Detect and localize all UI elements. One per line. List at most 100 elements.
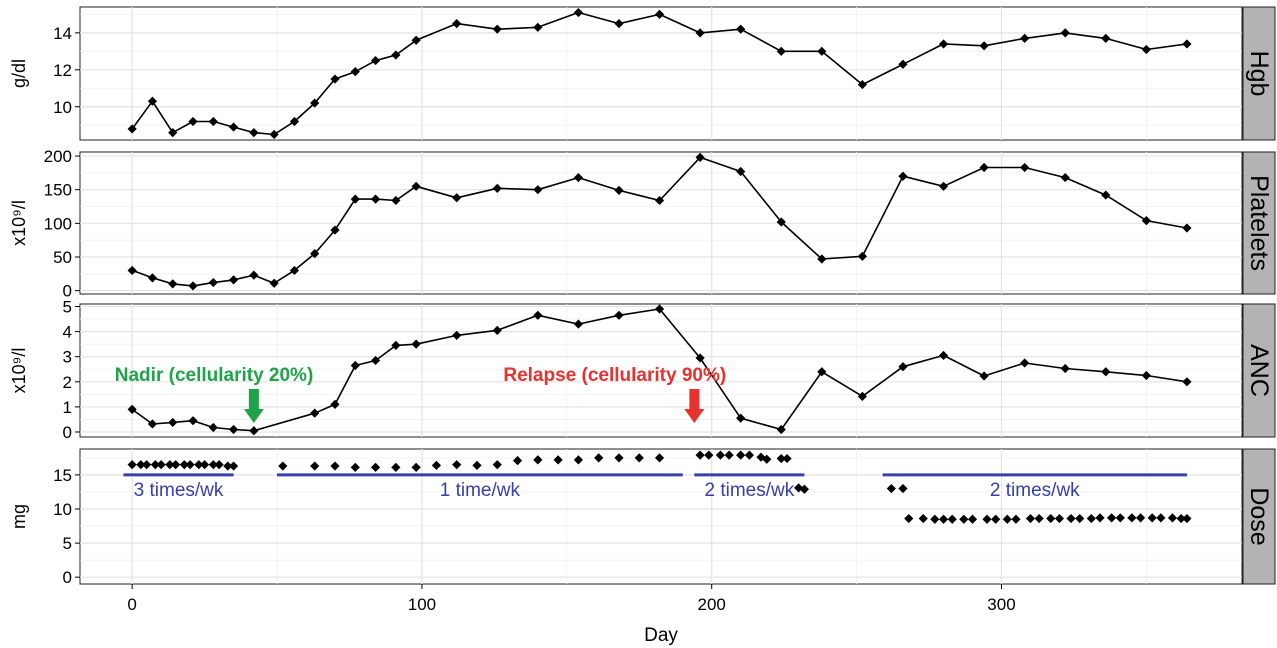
data-point [654,304,665,314]
data-point [330,225,340,235]
data-point [208,277,218,288]
data-point [904,513,914,524]
data-point [370,55,381,66]
data-point [185,460,195,470]
data-point [147,96,158,106]
data-point [168,279,178,289]
data-point [156,460,166,470]
data-point [695,450,705,460]
data-point [492,460,502,470]
panel-background [79,448,1243,585]
panel-hgb: 10 12 14 g/dl Hgb [9,6,1276,141]
data-point [168,128,178,138]
data-point [1107,513,1117,523]
data-point [228,275,239,285]
data-point [269,278,279,288]
data-point [1141,216,1151,226]
annotation-arrow [684,389,705,423]
y-tick-label: 100 [44,214,72,233]
data-point [249,270,259,280]
data-point [654,195,665,206]
data-point [938,181,949,191]
data-point [1034,513,1044,524]
data-point [782,453,792,464]
x-axis-label: Day [644,625,678,646]
data-point [744,450,754,460]
data-point [654,453,665,463]
data-point [1020,358,1030,368]
data-point [898,59,908,69]
data-point [776,453,786,464]
data-point [289,116,300,127]
data-point [330,399,340,409]
y-tick-label: 5 [63,534,72,553]
data-point [214,460,224,470]
data-point [1135,513,1146,523]
data-point [1127,513,1137,523]
data-point [452,19,462,29]
data-point [857,251,867,261]
panel-anc: 0 1 2 3 4 5 x10⁹/l ANC Nadir (cellularity 20%) Re… [9,298,1276,442]
data-point [1011,514,1021,524]
data-point [724,450,734,460]
data-point [310,98,320,108]
data-point [492,325,502,335]
data-point [127,460,137,470]
data-point [573,172,584,183]
data-point [1182,377,1192,387]
data-point [223,461,233,471]
data-point [991,514,1001,524]
data-point [136,460,146,470]
data-point [228,424,239,435]
data-point [573,319,584,329]
data-point [573,7,584,18]
data-point [249,426,259,436]
y-tick-label: 14 [53,24,72,43]
panel-platelets: 0 50 100 150 200 x10⁹/l Platelets [9,147,1276,301]
data-point [533,310,543,320]
data-point [979,41,989,51]
data-point [431,460,442,470]
data-point [736,450,746,460]
data-point [1060,172,1070,183]
data-point [310,408,320,418]
data-point [715,450,726,460]
y-tick-label: 200 [44,147,72,166]
data-point [168,417,178,428]
y-tick-label: 0 [63,282,72,301]
data-point [736,166,746,177]
data-point [1060,363,1070,374]
data-point [533,185,543,195]
strip-label: Dose [1245,487,1273,545]
data-point [411,181,421,191]
data-point [1002,514,1012,524]
schedule-label: 3 times/wk [134,480,224,501]
data-point [1025,513,1036,524]
data-point [918,513,928,524]
strip-background [1242,151,1276,295]
data-point [1054,513,1065,524]
data-point [938,514,949,524]
data-point [967,514,978,524]
x-tick-label: 300 [987,595,1015,614]
series-line [131,11,1188,136]
y-tick-label: 4 [63,323,72,342]
annotation-label: Relapse (cellularity 90%) [503,365,726,386]
data-point [188,281,198,291]
data-point [594,453,604,463]
data-point [762,454,772,464]
data-point [249,128,259,138]
data-point [370,462,381,473]
data-point [898,483,908,494]
data-point [310,249,320,259]
strip-background [1242,6,1276,141]
y-tick-label: 3 [63,348,72,367]
data-point [1086,513,1096,524]
data-point [695,353,705,363]
data-point [886,483,896,494]
series-line [131,156,1188,287]
data-point [817,367,827,377]
data-point [208,460,218,470]
data-point [634,453,644,463]
